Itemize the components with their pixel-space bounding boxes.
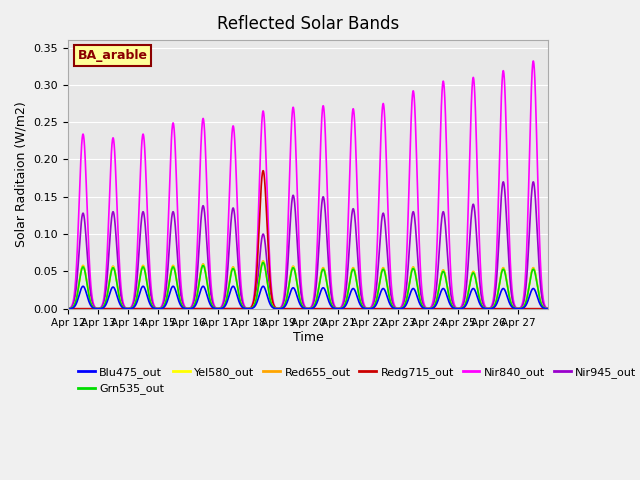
Legend: Blu475_out, Grn535_out, Yel580_out, Red655_out, Redg715_out, Nir840_out, Nir945_: Blu475_out, Grn535_out, Yel580_out, Red6…	[74, 362, 640, 399]
X-axis label: Time: Time	[292, 331, 323, 344]
Y-axis label: Solar Raditaion (W/m2): Solar Raditaion (W/m2)	[15, 101, 28, 247]
Text: BA_arable: BA_arable	[77, 49, 148, 62]
Title: Reflected Solar Bands: Reflected Solar Bands	[217, 15, 399, 33]
